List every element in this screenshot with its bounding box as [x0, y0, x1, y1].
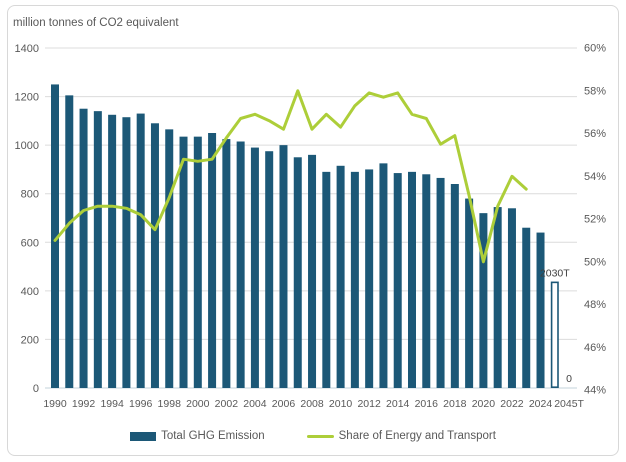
x-axis-tick-label: 2002 [215, 398, 239, 410]
ghg-bar [536, 232, 545, 388]
left-axis-tick-label: 400 [21, 286, 39, 298]
left-axis-tick-label: 0 [33, 383, 39, 395]
right-axis-tick-label: 60% [584, 43, 606, 55]
ghg-bar [408, 171, 416, 388]
ghg-bar [436, 177, 445, 388]
right-axis-tick-label: 46% [584, 342, 606, 354]
ghg-bar [193, 136, 202, 388]
x-axis-tick-label: 2000 [186, 398, 210, 410]
x-axis-tick-label: 2006 [272, 398, 296, 410]
legend-item-share: Share of Energy and Transport [306, 430, 496, 442]
ghg-bar [365, 169, 374, 388]
right-axis-tick-label: 44% [584, 385, 606, 397]
ghg-bar [65, 95, 74, 388]
bar-data-label: 2030T [540, 267, 570, 279]
ghg-bar [179, 136, 188, 388]
x-axis-tick-label: 2020 [472, 398, 496, 410]
ghg-bar [308, 154, 317, 388]
x-axis-tick-label: 2008 [300, 398, 324, 410]
legend-bar-swatch-icon [130, 431, 157, 441]
ghg-bar [379, 163, 388, 388]
x-axis-tick-label: 1992 [72, 398, 96, 410]
left-axis-tick-label: 800 [21, 189, 39, 201]
right-axis-tick-label: 54% [584, 171, 606, 183]
x-axis-tick-label: 2004 [243, 398, 267, 410]
chart-title: million tonnes of CO2 equivalent [13, 17, 179, 29]
ghg-bar [336, 165, 345, 388]
ghg-bar [93, 111, 102, 389]
x-axis-tick-label: 1996 [129, 398, 153, 410]
ghg-bar [250, 147, 259, 388]
x-axis-tick-label: 1998 [158, 398, 182, 410]
left-axis-tick-label: 200 [21, 334, 39, 346]
right-axis-tick-label: 58% [584, 85, 606, 97]
ghg-bar [208, 133, 217, 388]
ghg-bar [279, 145, 288, 388]
ghg-bar [450, 184, 459, 388]
ghg-bar [522, 227, 531, 388]
ghg-bar [236, 141, 245, 388]
right-axis-tick-label: 56% [584, 128, 606, 140]
ghg-bar [122, 117, 131, 388]
ghg-bar [51, 84, 59, 388]
ghg-bar [493, 207, 502, 388]
target-bar [550, 281, 559, 389]
ghg-bar [507, 208, 516, 388]
ghg-bar [465, 198, 474, 388]
ghg-bar [479, 213, 488, 388]
x-axis-tick-label: 2045T [554, 398, 584, 410]
ghg-bar [265, 151, 274, 388]
ghg-bar [150, 123, 159, 389]
ghg-bar [393, 173, 402, 388]
share-line [53, 89, 528, 264]
ghg-bar [350, 171, 359, 388]
ghg-bar [293, 157, 302, 388]
ghg-bar [136, 113, 145, 389]
x-axis-tick-label: 2010 [329, 398, 353, 410]
x-axis-tick-label: 2016 [415, 398, 439, 410]
x-axis-tick-label: 2012 [357, 398, 381, 410]
ghg-bar [79, 108, 88, 388]
legend-label-share: Share of Energy and Transport [338, 430, 496, 442]
ghg-bar [165, 129, 174, 388]
bar-data-label: 0 [566, 373, 572, 385]
left-axis-tick-label: 600 [21, 237, 39, 249]
ghg-bar [322, 171, 331, 388]
x-axis-tick-label: 2014 [386, 398, 410, 410]
legend-line-swatch-icon [306, 434, 334, 438]
x-axis-tick-label: 1990 [43, 398, 67, 410]
legend: Total GHG Emission Share of Energy and T… [0, 430, 626, 442]
x-axis-tick-label: 2022 [500, 398, 524, 410]
legend-item-total-ghg: Total GHG Emission [130, 430, 265, 442]
left-axis-tick-label: 1400 [15, 43, 39, 55]
right-axis-tick-label: 50% [584, 256, 606, 268]
x-axis-tick-label: 2018 [443, 398, 467, 410]
ghg-bar [422, 174, 431, 388]
right-axis-tick-label: 52% [584, 214, 606, 226]
x-axis-tick-label: 1994 [100, 398, 124, 410]
left-axis-tick-label: 1200 [15, 92, 39, 104]
ghg-bar [222, 139, 231, 388]
right-axis-tick-label: 48% [584, 299, 606, 311]
legend-label-total-ghg: Total GHG Emission [161, 430, 265, 442]
left-axis-tick-label: 1000 [15, 140, 39, 152]
ghg-bar [108, 114, 117, 389]
x-axis-tick-label: 2024 [529, 398, 553, 410]
